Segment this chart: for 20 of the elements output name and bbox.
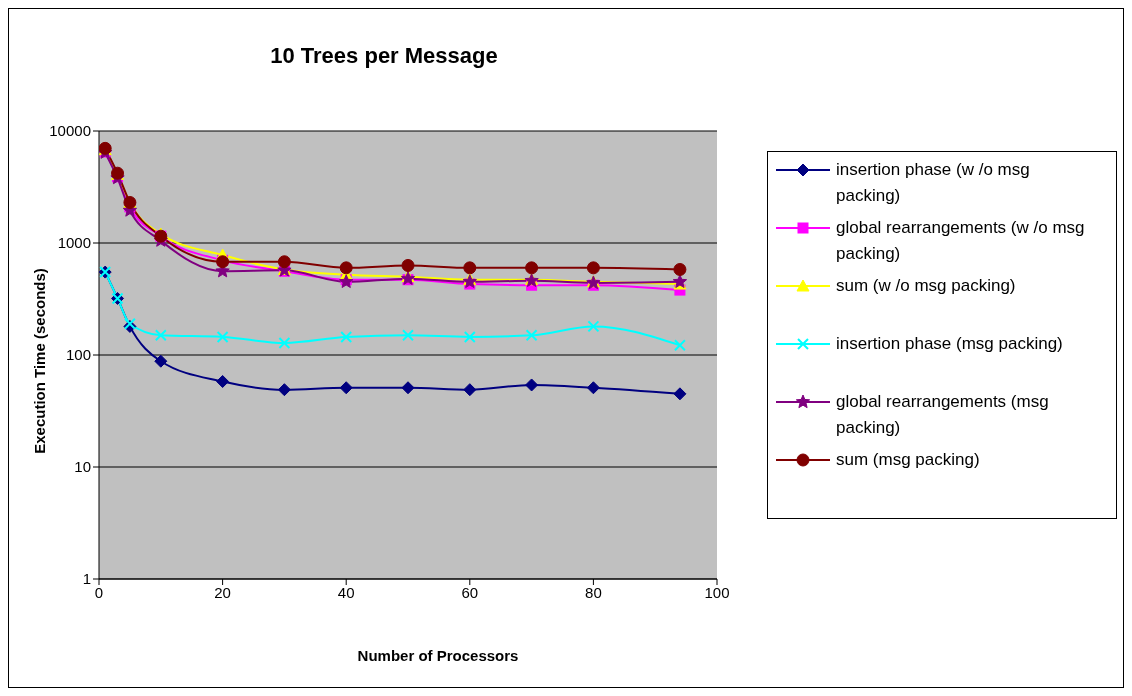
- x-tick-label: 100: [704, 583, 730, 601]
- legend-label: insertion phase (w /o msg packing): [836, 159, 1031, 207]
- y-tick-label: 10000: [49, 122, 91, 140]
- y-tick-label: 1000: [57, 234, 91, 252]
- legend-label: sum (msg packing): [836, 449, 980, 471]
- legend-label: insertion phase (msg packing): [836, 333, 1063, 355]
- legend-label: global rearrangements (msg packing): [836, 391, 1050, 439]
- legend-label: global rearrangements (w /o msg packing): [836, 217, 1086, 265]
- y-tick-label: 100: [65, 346, 91, 364]
- chart-title: 10 Trees per Message: [269, 43, 499, 69]
- legend-label: sum (w /o msg packing): [836, 275, 1016, 297]
- x-tick-label: 80: [585, 583, 602, 601]
- x-tick-label: 40: [337, 583, 355, 601]
- y-tick-label: 10: [74, 458, 91, 476]
- x-tick-label: 0: [94, 583, 104, 601]
- y-tick-label: 1: [82, 570, 91, 588]
- y-axis-title: Execution Time (seconds): [30, 268, 48, 454]
- x-axis-title: Number of Processors: [356, 647, 520, 664]
- x-tick-label: 20: [214, 583, 231, 601]
- x-tick-label: 60: [461, 583, 479, 601]
